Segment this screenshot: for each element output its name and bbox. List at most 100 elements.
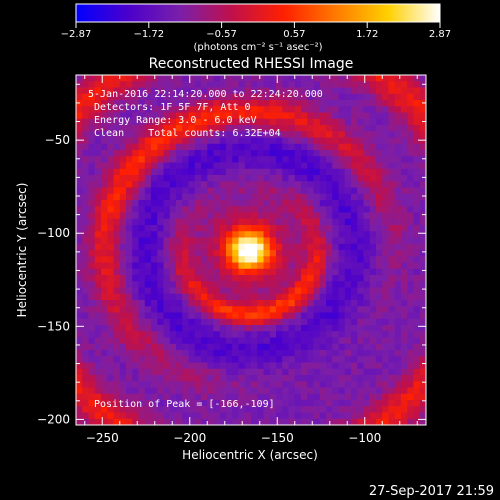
heatmap-cell [257, 418, 264, 425]
heatmap-cell [376, 281, 383, 288]
heatmap-cell [219, 275, 227, 282]
heatmap-cell [419, 187, 426, 195]
heatmap-cell [176, 131, 183, 138]
heatmap-cell [238, 262, 246, 270]
heatmap-cell [282, 393, 289, 401]
heatmap-cell [313, 331, 321, 338]
heatmap-cell [376, 81, 383, 88]
heatmap-cell [176, 318, 183, 326]
heatmap-cell [407, 406, 414, 413]
heatmap-cell [238, 81, 246, 88]
heatmap-cell [119, 293, 127, 301]
heatmap-cell [388, 393, 396, 401]
info-clean-counts: Clean Total counts: 6.32E+04 [94, 128, 281, 139]
colorbar-tick-label: −1.72 [133, 29, 164, 40]
heatmap-cell [151, 87, 158, 95]
heatmap-cell [226, 300, 233, 307]
heatmap-cell [238, 87, 246, 95]
heatmap-cell [407, 100, 414, 107]
heatmap-cell [182, 187, 189, 195]
heatmap-cell [182, 156, 189, 163]
heatmap-cell [163, 231, 171, 238]
heatmap-cell [326, 81, 333, 88]
heatmap-cell [169, 400, 177, 407]
heatmap-cell [151, 181, 158, 188]
heatmap-cell [351, 268, 358, 276]
heatmap-cell [288, 200, 296, 207]
heatmap-cell [207, 225, 214, 232]
heatmap-cell [319, 87, 327, 95]
heatmap-cell [351, 87, 358, 95]
heatmap-cell [351, 181, 358, 188]
heatmap-cell [407, 412, 414, 420]
heatmap-cell [401, 368, 408, 376]
heatmap-cell [319, 318, 327, 326]
heatmap-cell [176, 375, 183, 382]
heatmap-cell [363, 256, 371, 263]
heatmap-cell [219, 93, 227, 101]
heatmap-cell [282, 150, 289, 157]
heatmap-cell [394, 400, 402, 407]
heatmap-cell [144, 143, 152, 151]
heatmap-cell [357, 81, 364, 88]
heatmap-cell [94, 212, 102, 220]
heatmap-cell [82, 168, 89, 176]
heatmap-cell [182, 356, 189, 363]
heatmap-cell [76, 181, 83, 188]
heatmap-cell [357, 137, 364, 145]
heatmap-cell [76, 356, 83, 363]
heatmap-cell [163, 137, 171, 145]
heatmap-cell [388, 118, 396, 126]
heatmap-cell [107, 331, 114, 338]
heatmap-cell [407, 175, 414, 182]
heatmap-cell [151, 406, 158, 413]
heatmap-cell [301, 312, 308, 320]
heatmap-cell [419, 412, 426, 420]
heatmap-cell [76, 331, 83, 338]
heatmap-cell [363, 137, 371, 145]
heatmap-cell [107, 93, 114, 101]
heatmap-cell [188, 118, 196, 126]
heatmap-cell [344, 325, 352, 332]
heatmap-cell [369, 325, 377, 332]
heatmap-cell [401, 218, 408, 226]
heatmap-cell [269, 137, 277, 145]
heatmap-cell [344, 106, 352, 113]
heatmap-cell [338, 381, 346, 388]
heatmap-cell [382, 268, 389, 276]
heatmap-cell [282, 137, 289, 145]
heatmap-cell [363, 218, 371, 226]
heatmap-cell [344, 281, 352, 288]
heatmap-cell [244, 356, 252, 363]
heatmap-cell [294, 393, 302, 401]
heatmap-cell [401, 225, 408, 232]
heatmap-cell [213, 75, 221, 82]
heatmap-cell [413, 200, 421, 207]
heatmap-cell [382, 287, 389, 295]
heatmap-cell [294, 362, 302, 370]
heatmap-cell [126, 118, 133, 126]
heatmap-cell [94, 225, 102, 232]
heatmap-cell [276, 87, 283, 95]
heatmap-cell [226, 381, 233, 388]
heatmap-cell [126, 393, 133, 401]
heatmap-cell [226, 337, 233, 345]
heatmap-cell [338, 118, 346, 126]
heatmap-cell [288, 418, 296, 425]
heatmap-cell [76, 112, 83, 120]
heatmap-cell [319, 100, 327, 107]
heatmap-cell [263, 175, 271, 182]
heatmap-cell [282, 337, 289, 345]
heatmap-cell [419, 337, 426, 345]
heatmap-cell [382, 381, 389, 388]
heatmap-cell [257, 387, 264, 395]
heatmap-cell [82, 125, 89, 132]
heatmap-cell [363, 187, 371, 195]
heatmap-cell [319, 287, 327, 295]
heatmap-cell [263, 156, 271, 163]
heatmap-cell [157, 300, 164, 307]
heatmap-cell [326, 225, 333, 232]
heatmap-cell [169, 125, 177, 132]
heatmap-cell [76, 137, 83, 145]
heatmap-cell [326, 375, 333, 382]
